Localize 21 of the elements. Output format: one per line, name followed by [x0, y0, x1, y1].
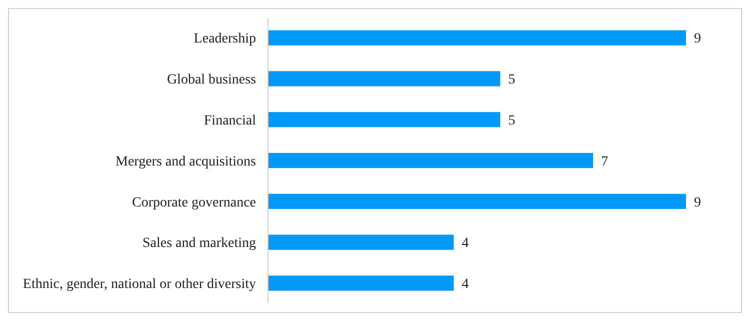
- y-tick-label: Corporate governance: [132, 195, 256, 210]
- data-label: 5: [508, 72, 516, 88]
- bar: [268, 234, 454, 250]
- y-tick-label: Financial: [204, 114, 256, 129]
- bar: [268, 152, 594, 168]
- data-label: 4: [462, 236, 469, 252]
- bar: [268, 194, 686, 209]
- y-tick-label: Ethnic, gender, national or other diversity: [22, 277, 256, 292]
- y-tick-label: Mergers and acquisitions: [116, 154, 256, 170]
- y-tick-label: Sales and marketing: [142, 236, 256, 252]
- y-tick-label: Global business: [166, 72, 256, 88]
- data-label: 4: [462, 277, 469, 292]
- bar: [268, 112, 500, 128]
- data-label: 5: [508, 114, 516, 129]
- data-label: 9: [694, 32, 701, 47]
- data-label: 9: [694, 195, 701, 210]
- bar: [268, 71, 500, 86]
- bar: [268, 276, 454, 291]
- bar: [268, 30, 686, 46]
- y-tick-label: Leadership: [194, 32, 256, 47]
- data-label: 7: [601, 154, 608, 170]
